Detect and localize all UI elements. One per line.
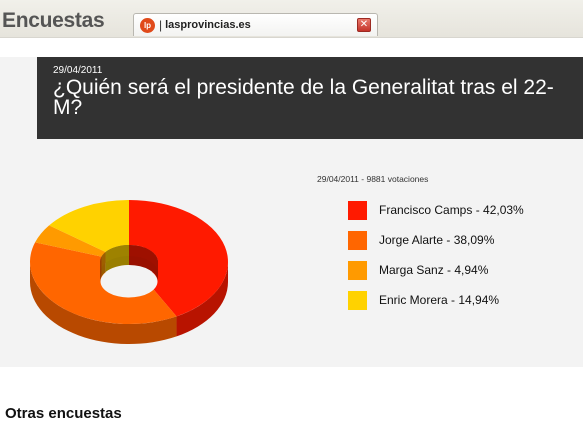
tab-separator: | bbox=[159, 18, 163, 32]
slice-marga-sanz bbox=[35, 225, 106, 257]
legend-item: Marga Sanz - 4,94% bbox=[348, 260, 488, 280]
slice-side-jorge-alarte bbox=[30, 262, 177, 344]
hole-inner-enric-morera bbox=[105, 245, 129, 263]
poll-question: ¿Quién será el presidente de la Generali… bbox=[53, 76, 554, 119]
slice-enric-morera bbox=[49, 200, 129, 252]
legend-swatch bbox=[348, 260, 367, 280]
hole-inner-francisco-camps bbox=[129, 245, 158, 273]
poll-header: 29/04/2011 ¿Quién será el presidente de … bbox=[37, 57, 583, 139]
legend-item: Jorge Alarte - 38,09% bbox=[348, 230, 494, 250]
legend-item: Enric Morera - 14,94% bbox=[348, 290, 499, 310]
legend-label: Jorge Alarte - 38,09% bbox=[379, 233, 495, 247]
slice-side-francisco-camps bbox=[176, 262, 228, 337]
tab-label: lasprovincias.es bbox=[165, 19, 251, 31]
hole-inner-jorge-alarte bbox=[100, 256, 102, 273]
legend-label: Marga Sanz - 4,94% bbox=[379, 263, 489, 277]
legend-item: Francisco Camps - 42,03% bbox=[348, 200, 524, 220]
legend-swatch bbox=[348, 200, 367, 220]
other-polls-heading: Otras encuestas bbox=[5, 405, 122, 422]
legend-swatch bbox=[348, 290, 367, 310]
close-icon[interactable]: ✕ bbox=[357, 18, 371, 32]
donut-chart bbox=[30, 200, 228, 344]
browser-tab[interactable]: lp | lasprovincias.es ✕ bbox=[133, 13, 378, 36]
hole-inner-marga-sanz bbox=[101, 251, 106, 268]
legend-label: Francisco Camps - 42,03% bbox=[379, 203, 524, 217]
donut-hole bbox=[100, 265, 158, 298]
app-title: Encuestas bbox=[2, 9, 105, 32]
poll-votes-count: 29/04/2011 - 9881 votaciones bbox=[317, 174, 429, 184]
legend-label: Enric Morera - 14,94% bbox=[379, 293, 500, 307]
window-title-bar: Encuestas lp | lasprovincias.es ✕ bbox=[0, 0, 583, 38]
poll-date: 29/04/2011 bbox=[53, 65, 103, 76]
legend-swatch bbox=[348, 230, 367, 250]
site-logo-icon: lp bbox=[140, 17, 155, 33]
